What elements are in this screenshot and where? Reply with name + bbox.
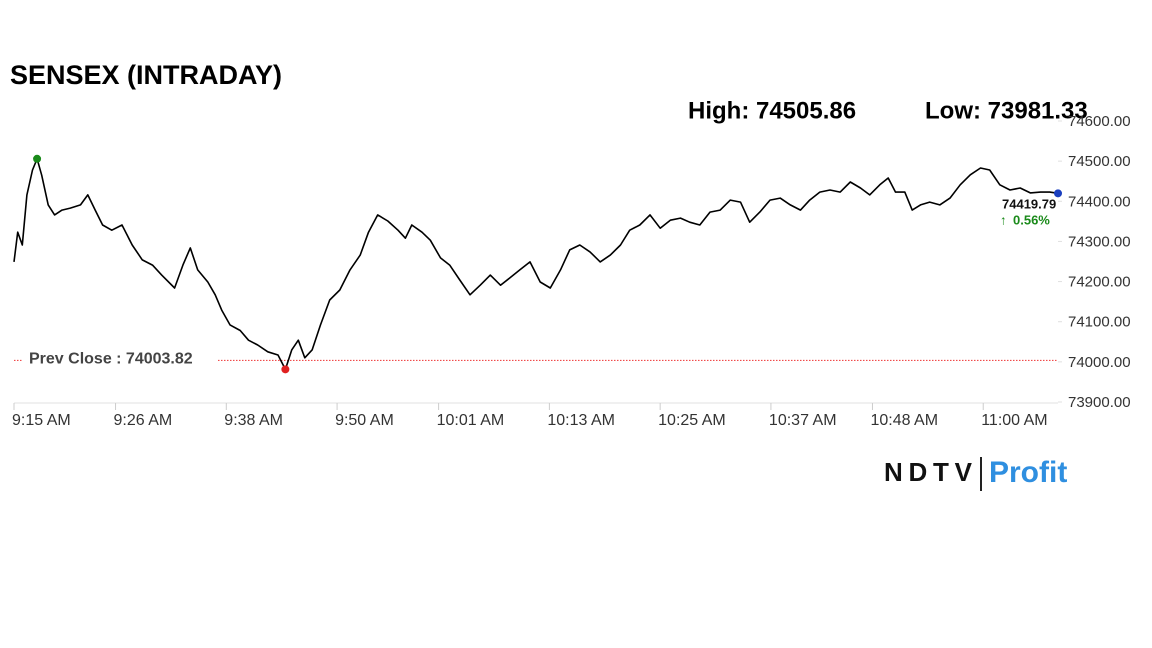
change-arrow: ↑ bbox=[1000, 212, 1007, 227]
x-tick-label: 9:38 AM bbox=[224, 412, 283, 429]
y-tick-label: 74000.00 bbox=[1068, 354, 1131, 371]
y-tick-label: 73900.00 bbox=[1068, 394, 1131, 411]
x-tick-label: 9:50 AM bbox=[335, 412, 394, 429]
brand-divider bbox=[980, 457, 982, 491]
high-marker bbox=[33, 154, 42, 163]
x-tick-label: 10:01 AM bbox=[437, 412, 505, 429]
brand-ndtv: NDTV bbox=[884, 457, 973, 487]
prev-close-label: Prev Close : 74003.82 bbox=[29, 351, 193, 368]
y-tick-label: 74400.00 bbox=[1068, 193, 1131, 210]
chart-title: SENSEX (INTRADAY) bbox=[10, 60, 282, 90]
y-tick-label: 74300.00 bbox=[1068, 233, 1131, 250]
x-tick-label: 10:13 AM bbox=[547, 412, 615, 429]
prev-close-bg bbox=[22, 348, 218, 369]
y-tick-label: 74600.00 bbox=[1068, 113, 1131, 130]
low-label: Low: 73981.33 bbox=[925, 97, 1088, 124]
y-tick-label: 74100.00 bbox=[1068, 314, 1131, 331]
last-marker bbox=[1054, 189, 1062, 198]
change-label: 0.56% bbox=[1013, 212, 1050, 227]
high-label: High: 74505.86 bbox=[688, 97, 856, 124]
logo: NDTV Profit bbox=[884, 456, 1067, 491]
x-tick-label: 10:37 AM bbox=[769, 412, 837, 429]
price-line bbox=[13, 158, 1059, 371]
y-tick-label: 74200.00 bbox=[1068, 274, 1131, 291]
x-tick-label: 10:25 AM bbox=[658, 412, 726, 429]
x-tick-label: 10:48 AM bbox=[870, 412, 938, 429]
y-tick-label: 74500.00 bbox=[1068, 153, 1131, 170]
brand-profit: Profit bbox=[989, 456, 1067, 489]
x-tick-label: 9:26 AM bbox=[114, 412, 173, 429]
low-marker bbox=[281, 365, 290, 374]
x-tick-label: 11:00 AM bbox=[981, 412, 1047, 429]
x-tick-label: 9:15 AM bbox=[12, 412, 71, 429]
last-price-label: 74419.79 bbox=[1002, 196, 1056, 211]
